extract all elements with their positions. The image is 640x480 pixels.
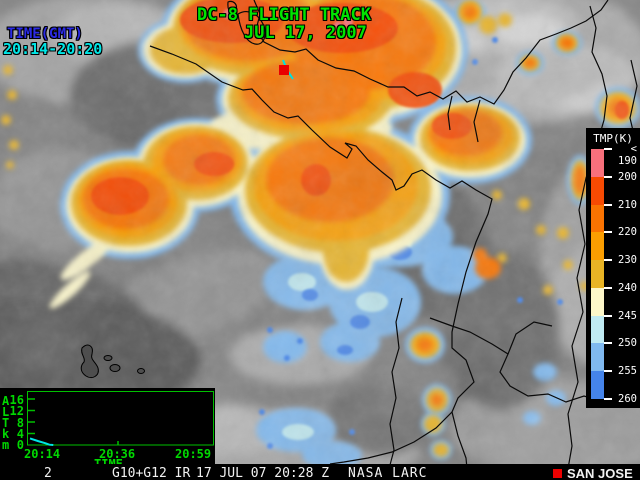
coastline-borders: [149, 0, 640, 480]
legend-tick-label: 260: [618, 393, 637, 405]
san-jose-legend-square-icon: [553, 469, 562, 478]
colorbar-band: [591, 204, 604, 233]
legend-tick-label: 220: [618, 226, 637, 239]
colorbar-band: [591, 343, 604, 372]
colorbar-band: [591, 149, 604, 177]
y-axis-letter: m: [2, 438, 10, 452]
colorbar-band: [591, 232, 604, 261]
colorbar-band: [591, 315, 604, 344]
time-range-value: 20:14-20:20: [3, 40, 103, 58]
legend-tick-label: 245: [618, 309, 637, 322]
y-axis-letter: T: [2, 416, 10, 430]
status-bar: 2 G10+G12 IR 17 JUL 07 20:28 Z NASA LARC…: [0, 464, 640, 480]
y-tick-label: 12: [9, 404, 24, 418]
agency-label: NASA LARC: [348, 466, 428, 480]
legend-tick-label: 240: [618, 281, 637, 294]
san-jose-marker: [279, 65, 289, 75]
colorbar-band: [591, 260, 604, 288]
plot-ticks: [28, 398, 119, 445]
legend-tick-label: 210: [618, 198, 637, 211]
y-axis-letter: A: [2, 394, 10, 408]
island-outlines: [80, 344, 145, 379]
product-date: JUL 17, 2007: [244, 23, 367, 43]
channel-number: 2: [44, 466, 52, 480]
y-tick-label: 16: [9, 393, 24, 407]
x-tick-label: 20:36: [99, 447, 136, 461]
altitude-trace: [29, 437, 54, 446]
colorbar-band: [591, 371, 604, 399]
legend-tick-label: 255: [618, 365, 637, 378]
colorbar-band: [591, 287, 604, 316]
legend-tick-label: 250: [618, 337, 637, 350]
temperature-legend: TMP(K) < 190 200 210 220 230 240 245 250 255 260: [586, 128, 640, 408]
legend-tick-mark: [604, 231, 612, 234]
legend-tick-mark: [604, 370, 612, 373]
plot-frame: [27, 391, 214, 446]
legend-tick-mark: [604, 286, 612, 289]
image-datetime: 17 JUL 07 20:28 Z: [196, 466, 330, 480]
legend-tick-label: 200: [618, 170, 637, 183]
product-id: G10+G12 IR: [112, 466, 191, 480]
colorbar-band: [591, 176, 604, 205]
legend-tick-label: 230: [618, 254, 637, 267]
altitude-plot: [27, 391, 214, 446]
temperature-colorbar: [591, 149, 604, 399]
legend-tick-mark: [604, 148, 612, 150]
legend-tick-mark: [604, 175, 612, 178]
legend-tick-mark: [604, 342, 612, 345]
x-tick-label: 20:14: [24, 447, 61, 461]
san-jose-label: SAN JOSE: [567, 466, 633, 480]
legend-title: TMP(K): [593, 132, 633, 145]
y-tick-label: 0: [16, 438, 24, 452]
y-tick-label: 4: [16, 427, 24, 441]
x-tick-label: 20:59: [175, 447, 212, 461]
legend-tick-mark: [604, 398, 612, 400]
legend-tick-mark: [604, 314, 612, 317]
product-title: DC-8 FLIGHT TRACK: [197, 5, 371, 25]
y-tick-label: 8: [16, 416, 24, 430]
legend-tick-mark: [604, 259, 612, 262]
time-gmt-label: TIME(GMT): [7, 26, 83, 42]
legend-tick-label: < 190: [618, 143, 637, 167]
legend-tick-mark: [604, 203, 612, 206]
y-axis-letter: k: [2, 427, 10, 441]
y-axis-letter: L: [2, 405, 10, 419]
